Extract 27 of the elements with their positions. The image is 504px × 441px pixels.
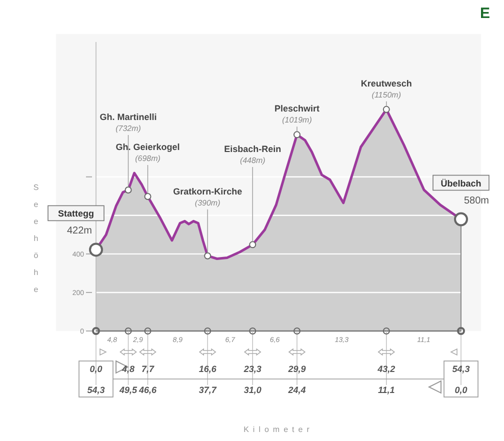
x-tick-label: 7,7 [142,364,156,374]
x-tick-label: 0,0 [90,364,102,374]
x2-tick-label: 37,7 [198,385,218,395]
x-tick-label: 23,3 [242,364,262,374]
x2-tick-label: 54,3 [87,385,105,395]
x-tick-label: 4,8 [121,364,135,374]
annotation: Gh. Martinelli (732m) [100,112,157,134]
annotation: Übelbach 580m [440,178,490,206]
x-tick-label: 54,3 [452,364,470,374]
x2-tick-label: 46,6 [138,385,158,395]
annotation: Gratkorn-Kirche (390m) [173,186,242,208]
x-tick-label: 29,9 [287,364,306,374]
annotation: Kreutwesch (1150m) [360,78,412,100]
x-axis-title: Kilometer [244,425,314,434]
y-axis-title: Seehöhe [33,183,39,294]
x2-tick-label: 24,4 [287,385,306,395]
x-tick-label: 43,2 [376,364,396,374]
x-tick-label: 16,6 [198,364,218,374]
annotation: Stattegg 422m [58,208,94,237]
chart-title: E [480,5,490,22]
x2-tick-label: 0,0 [454,385,468,395]
x2-tick-label: 49,5 [118,385,138,395]
annotation: Pleschwirt (1019m) [274,104,320,125]
x2-tick-label: 31,0 [244,385,262,395]
annotation: Eisbach-Rein (448m) [224,144,282,165]
annotation: Gh. Geierkogel (698m) [116,142,180,164]
x2-tick-label: 11,1 [378,385,395,395]
